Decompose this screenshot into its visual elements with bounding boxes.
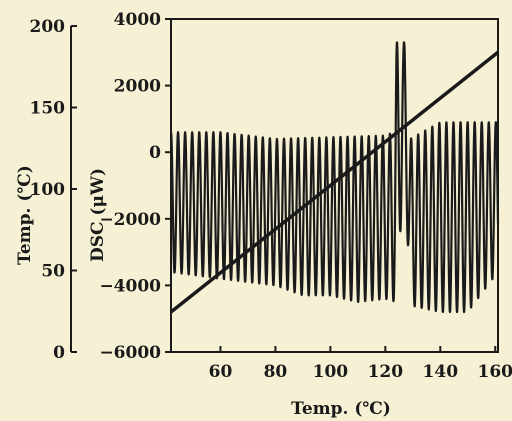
dsc-tick-label: 4000 (114, 10, 161, 30)
dsc-axis: 4000 2000 0 −2000 −4000 −6000 (99, 10, 171, 363)
dsc-signal-line (169, 41, 500, 314)
dsc-tick-label: −6000 (99, 343, 161, 363)
temperature-tick-label: 50 (41, 262, 65, 282)
temperature-tick-label: 200 (30, 17, 66, 37)
dsc-axis-label: DSC (μW) (88, 168, 108, 262)
dsc-tick-label: −2000 (99, 210, 161, 230)
temperature-axis: 200 150 100 50 0 (30, 17, 77, 363)
temperature-tick-label: 150 (30, 99, 66, 119)
x-tick-label: 60 (209, 362, 233, 382)
dsc-tick-label: −4000 (99, 276, 161, 296)
x-tick-label: 80 (264, 362, 288, 382)
temperature-axis-label: Temp. (℃) (15, 165, 35, 265)
temperature-tick-label: 100 (30, 180, 66, 200)
x-tick-label: 160 (478, 362, 512, 382)
x-tick-label: 140 (423, 362, 459, 382)
x-axis-label: Temp. (℃) (291, 399, 391, 419)
x-tick-label: 120 (368, 362, 404, 382)
x-tick-label: 100 (313, 362, 349, 382)
dsc-tick-label: 2000 (114, 77, 161, 97)
temperature-ramp-line (169, 50, 500, 314)
x-axis: 60 80 100 120 140 160 (209, 346, 512, 382)
temperature-tick-label: 0 (53, 343, 65, 363)
series-layer (169, 41, 500, 314)
dsc-tick-label: 0 (149, 143, 161, 163)
